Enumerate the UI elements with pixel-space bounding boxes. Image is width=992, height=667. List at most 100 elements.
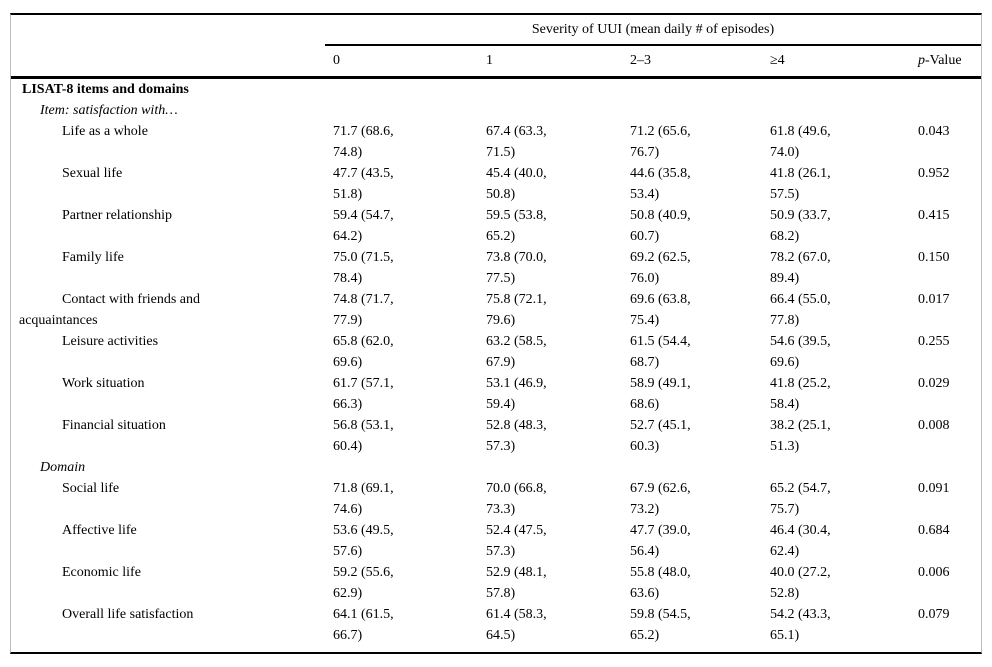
cell-severity-1: 70.0 (66.8, 73.3) — [486, 481, 547, 517]
cell-severity-0: 64.1 (61.5, 66.7) — [333, 607, 394, 643]
cell-severity-2-3: 71.2 (65.6, 76.7) — [630, 124, 691, 160]
table-row: Contact with friends and acquaintances 7… — [11, 289, 981, 331]
cell-severity-0: 71.8 (69.1, 74.6) — [333, 481, 394, 517]
cell-severity-1: 61.4 (58.3, 64.5) — [486, 607, 547, 643]
column-header-1: 1 — [486, 53, 493, 68]
cell-severity-4plus: 40.0 (27.2, 52.8) — [770, 565, 831, 601]
domain-group: Domain Social life 71.8 (69.1, 74.6) 70.… — [11, 457, 981, 646]
cell-severity-2-3: 55.8 (48.0, 63.6) — [630, 565, 691, 601]
cell-severity-0: 65.8 (62.0, 69.6) — [333, 334, 394, 370]
cell-severity-4plus: 78.2 (67.0, 89.4) — [770, 250, 831, 286]
domain-rows: Social life 71.8 (69.1, 74.6) 70.0 (66.8… — [11, 478, 981, 646]
p-rest: -Value — [925, 53, 962, 68]
row-label: Work situation — [62, 376, 145, 391]
cell-severity-2-3: 69.6 (63.8, 75.4) — [630, 292, 691, 328]
cell-p-value: 0.952 — [918, 166, 950, 181]
cell-p-value: 0.029 — [918, 376, 950, 391]
cell-severity-2-3: 61.5 (54.4, 68.7) — [630, 334, 691, 370]
cell-severity-1: 75.8 (72.1, 79.6) — [486, 292, 547, 328]
cell-severity-1: 59.5 (53.8, 65.2) — [486, 208, 547, 244]
group-header-items: Item: satisfaction with… — [40, 103, 178, 118]
cell-severity-1: 53.1 (46.9, 59.4) — [486, 376, 547, 412]
table-row: Sexual life 47.7 (43.5, 51.8) 45.4 (40.0… — [11, 163, 981, 205]
items-rows: Life as a whole 71.7 (68.6, 74.8) 67.4 (… — [11, 121, 981, 457]
cell-severity-4plus: 61.8 (49.6, 74.0) — [770, 124, 831, 160]
cell-p-value: 0.079 — [918, 607, 950, 622]
column-header-2-3: 2–3 — [630, 53, 651, 68]
lisat8-results-table: Severity of UUI (mean daily # of episode… — [10, 13, 982, 654]
cell-p-value: 0.017 — [918, 292, 950, 307]
row-label: Social life — [62, 481, 120, 496]
column-header-empty — [11, 46, 333, 76]
cell-p-value: 0.006 — [918, 565, 950, 580]
row-label: Affective life — [62, 523, 137, 538]
cell-p-value: 0.255 — [918, 334, 950, 349]
row-label: Partner relationship — [62, 208, 173, 223]
cell-severity-2-3: 59.8 (54.5, 65.2) — [630, 607, 691, 643]
cell-severity-4plus: 66.4 (55.0, 77.8) — [770, 292, 831, 328]
group-header-domain: Domain — [40, 460, 86, 475]
row-label: Leisure activities — [62, 334, 159, 349]
cell-severity-1: 67.4 (63.3, 71.5) — [486, 124, 547, 160]
column-header-0: 0 — [333, 53, 340, 68]
table-row: Financial situation 56.8 (53.1, 60.4) 52… — [11, 415, 981, 457]
cell-severity-2-3: 47.7 (39.0, 56.4) — [630, 523, 691, 559]
column-header-4plus: ≥4 — [770, 53, 785, 68]
row-label: Financial situation — [62, 418, 166, 433]
table-row: Leisure activities 65.8 (62.0, 69.6) 63.… — [11, 331, 981, 373]
column-header-pvalue: p-Value — [918, 46, 981, 76]
cell-p-value: 0.008 — [918, 418, 950, 433]
table-row: Economic life 59.2 (55.6, 62.9) 52.9 (48… — [11, 562, 981, 604]
table-row: Social life 71.8 (69.1, 74.6) 70.0 (66.8… — [11, 478, 981, 520]
p-italic: p — [918, 53, 925, 68]
cell-severity-2-3: 69.2 (62.5, 76.0) — [630, 250, 691, 286]
cell-severity-0: 61.7 (57.1, 66.3) — [333, 376, 394, 412]
cell-p-value: 0.415 — [918, 208, 950, 223]
cell-severity-0: 59.4 (54.7, 64.2) — [333, 208, 394, 244]
table-row: Work situation 61.7 (57.1, 66.3) 53.1 (4… — [11, 373, 981, 415]
table-row: Partner relationship 59.4 (54.7, 64.2) 5… — [11, 205, 981, 247]
row-label: Family life — [62, 250, 124, 265]
table-body: LISAT-8 items and domains Item: satisfac… — [11, 79, 981, 652]
column-header-row: 0 1 2–3 ≥4 p-Value — [11, 46, 981, 79]
cell-p-value: 0.091 — [918, 481, 950, 496]
row-label: Sexual life — [62, 166, 123, 181]
cell-severity-2-3: 67.9 (62.6, 73.2) — [630, 481, 691, 517]
cell-severity-1: 73.8 (70.0, 77.5) — [486, 250, 547, 286]
cell-severity-1: 52.8 (48.3, 57.3) — [486, 418, 547, 454]
table-row: Life as a whole 71.7 (68.6, 74.8) 67.4 (… — [11, 121, 981, 163]
cell-severity-0: 71.7 (68.6, 74.8) — [333, 124, 394, 160]
cell-severity-2-3: 52.7 (45.1, 60.3) — [630, 418, 691, 454]
row-label: Life as a whole — [62, 124, 148, 139]
cell-severity-4plus: 41.8 (26.1, 57.5) — [770, 166, 831, 202]
cell-severity-2-3: 58.9 (49.1, 68.6) — [630, 376, 691, 412]
cell-p-value: 0.043 — [918, 124, 950, 139]
cell-severity-1: 52.9 (48.1, 57.8) — [486, 565, 547, 601]
row-label: Economic life — [62, 565, 141, 580]
cell-severity-4plus: 54.6 (39.5, 69.6) — [770, 334, 831, 370]
cell-severity-4plus: 38.2 (25.1, 51.3) — [770, 418, 831, 454]
row-label: Overall life satisfaction — [62, 607, 194, 622]
cell-severity-2-3: 44.6 (35.8, 53.4) — [630, 166, 691, 202]
spanner-header-row: Severity of UUI (mean daily # of episode… — [325, 15, 981, 46]
cell-severity-2-3: 50.8 (40.9, 60.7) — [630, 208, 691, 244]
cell-severity-0: 53.6 (49.5, 57.6) — [333, 523, 394, 559]
cell-severity-4plus: 50.9 (33.7, 68.2) — [770, 208, 831, 244]
spanner-header-label: Severity of UUI (mean daily # of episode… — [531, 21, 775, 37]
table-row: Family life 75.0 (71.5, 78.4) 73.8 (70.0… — [11, 247, 981, 289]
cell-severity-0: 56.8 (53.1, 60.4) — [333, 418, 394, 454]
cell-severity-4plus: 54.2 (43.3, 65.1) — [770, 607, 831, 643]
cell-severity-0: 74.8 (71.7, 77.9) — [333, 292, 394, 328]
table-row: Overall life satisfaction 64.1 (61.5, 66… — [11, 604, 981, 646]
cell-severity-0: 75.0 (71.5, 78.4) — [333, 250, 394, 286]
cell-severity-4plus: 65.2 (54.7, 75.7) — [770, 481, 831, 517]
cell-severity-1: 63.2 (58.5, 67.9) — [486, 334, 547, 370]
cell-severity-0: 47.7 (43.5, 51.8) — [333, 166, 394, 202]
cell-p-value: 0.150 — [918, 250, 950, 265]
items-group: Item: satisfaction with… Life as a whole… — [11, 100, 981, 457]
cell-p-value: 0.684 — [918, 523, 950, 538]
row-label: Contact with friends and acquaintances — [19, 292, 201, 328]
cell-severity-1: 52.4 (47.5, 57.3) — [486, 523, 547, 559]
table-row: Affective life 53.6 (49.5, 57.6) 52.4 (4… — [11, 520, 981, 562]
cell-severity-0: 59.2 (55.6, 62.9) — [333, 565, 394, 601]
